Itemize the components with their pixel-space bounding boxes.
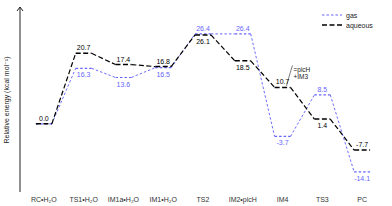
data-label: 1.4	[317, 122, 327, 129]
annotation-connector	[287, 65, 293, 86]
connector	[171, 35, 195, 67]
level	[275, 136, 291, 137]
level	[115, 77, 131, 78]
connector	[291, 95, 315, 137]
level	[354, 149, 370, 151]
level	[155, 66, 171, 68]
legend-swatch	[322, 24, 342, 26]
x-tick-label: IM1a•H₂O	[108, 196, 140, 203]
data-label: 26.1	[196, 38, 210, 45]
data-label: 16.8	[156, 58, 170, 65]
level	[314, 94, 330, 95]
level	[195, 33, 211, 34]
data-label: 16.3	[77, 71, 91, 78]
connector	[131, 65, 155, 67]
connector	[251, 61, 275, 88]
level	[76, 53, 92, 55]
y-axis	[20, 7, 21, 192]
x-tick-label: TS3	[316, 196, 329, 203]
level	[115, 64, 131, 66]
level	[354, 171, 370, 172]
legend-label: aqueous	[346, 22, 373, 30]
data-label: 18.5	[236, 64, 250, 71]
level	[195, 34, 211, 36]
connector	[330, 119, 354, 150]
x-tick-label: TS2	[197, 196, 210, 203]
data-label: 17.4	[117, 56, 131, 63]
connector	[52, 53, 76, 124]
level	[76, 68, 92, 69]
connector	[211, 33, 235, 34]
chart: Relative energy (kcal mol⁻¹) RC•H₂O TS1•H₂…	[0, 0, 392, 206]
legend: gas aqueous	[322, 12, 373, 30]
data-label: 20.7	[77, 44, 91, 51]
x-tick-label: TS1•H₂O	[69, 196, 98, 203]
marks	[36, 34, 370, 172]
connector	[52, 68, 76, 124]
connector	[92, 53, 116, 64]
y-label: Relative energy (kcal mol⁻¹)	[3, 57, 11, 144]
level	[275, 87, 291, 89]
annotation-line: +IM3	[294, 73, 309, 80]
legend-label: gas	[346, 12, 358, 20]
level	[235, 60, 251, 62]
x-tick-label: IM4	[277, 196, 289, 203]
level	[36, 123, 52, 125]
level	[314, 118, 330, 120]
data-label: -7.7	[356, 141, 368, 148]
connector	[251, 34, 275, 137]
data-label: 26.4	[196, 25, 210, 32]
level	[36, 123, 52, 124]
level	[235, 33, 251, 34]
connector	[171, 34, 195, 68]
data-label: 0.0	[39, 115, 49, 122]
data-label: 13.6	[117, 81, 131, 88]
connector	[92, 68, 116, 77]
x-tick-label: PC	[357, 196, 367, 203]
data-label: 26.4	[236, 25, 250, 32]
level	[155, 67, 171, 68]
x-tick-label: IM2•picH	[229, 196, 257, 204]
annotation: =picH+IM3	[294, 66, 311, 80]
x-tick-label: RC•H₂O	[31, 196, 57, 203]
data-label: -3.7	[277, 139, 289, 146]
data-label: -14.1	[354, 175, 370, 182]
x-tick-label: IM1•H₂O	[150, 196, 178, 203]
connector	[330, 95, 354, 172]
connector	[211, 35, 235, 61]
legend-swatch	[322, 14, 342, 15]
data-label: 16.5	[156, 71, 170, 78]
connector	[291, 87, 315, 119]
data-label: 8.5	[317, 86, 327, 93]
connector	[131, 68, 155, 78]
